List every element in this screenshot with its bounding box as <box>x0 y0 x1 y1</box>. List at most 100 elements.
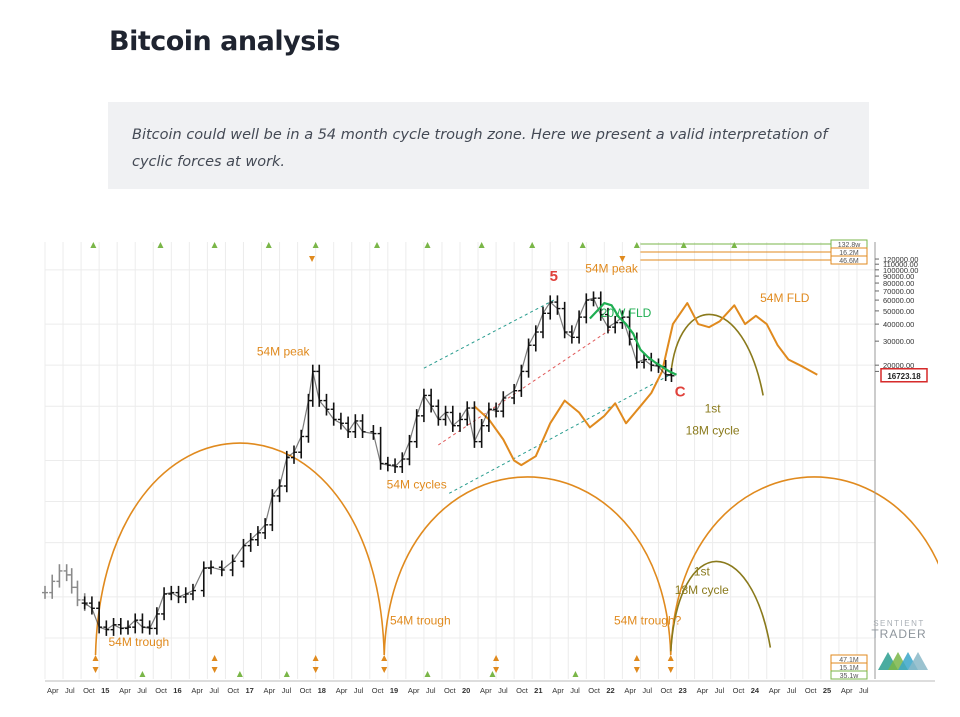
x-tick-label: Oct <box>372 686 385 695</box>
legend-box-bottom-label: 15.1M <box>839 665 859 672</box>
x-tick-label: Jul <box>65 686 75 695</box>
x-tick-label: Apr <box>264 686 276 695</box>
x-tick-label: Apr <box>769 686 781 695</box>
x-tick-label: 21 <box>534 686 542 695</box>
annotation-label: 20W FLD <box>601 306 652 320</box>
annotation-label: 1st <box>694 564 711 578</box>
sentient-trader-logo: SENTIENT TRADER <box>871 619 928 670</box>
y-axis: 120000.00110000.00100000.0090000.0080000… <box>874 242 928 679</box>
marker-top-green <box>312 242 319 248</box>
annotation-label: 54M peak <box>585 261 639 275</box>
annotation-label: 54M cycles <box>387 477 447 491</box>
x-tick-label: Jul <box>715 686 725 695</box>
channel-upper-line <box>423 299 555 369</box>
marker-bottom-orange <box>493 655 500 673</box>
x-tick-label: Apr <box>552 686 564 695</box>
legend-box-top-label: 46.6M <box>839 258 859 265</box>
x-tick-label: Apr <box>697 686 709 695</box>
marker-top-green <box>478 242 485 248</box>
current-price-box <box>880 368 928 383</box>
marker-top-green <box>374 242 380 248</box>
legend-box-bottom-label: 47.1M <box>839 657 859 664</box>
marker-top-green <box>731 242 738 248</box>
annotation-label: 18M cycle <box>686 424 740 438</box>
logo-text-top: SENTIENT <box>873 619 925 628</box>
x-tick-label: Apr <box>119 686 131 695</box>
current-price-label: 16723.18 <box>887 372 921 381</box>
legend-box-top-label: 132.8w <box>838 242 862 249</box>
cycle-54m-arc-2 <box>669 476 938 656</box>
x-tick-label: Oct <box>227 686 240 695</box>
channel-middle-line <box>438 328 612 446</box>
x-tick-label: Oct <box>660 686 673 695</box>
annotation-label: 54M peak <box>257 345 311 359</box>
x-tick-label: Apr <box>47 686 59 695</box>
y-tick-label: 40000.00 <box>883 320 914 329</box>
annotation-label: 54M trough <box>108 635 169 649</box>
marker-bottom-orange <box>667 655 674 673</box>
x-tick-label: Oct <box>516 686 529 695</box>
marker-top-green <box>680 242 687 248</box>
x-tick-label: Apr <box>624 686 636 695</box>
y-tick-label: 20000.00 <box>883 361 914 370</box>
x-tick-label: Oct <box>588 686 601 695</box>
annotation-label: C <box>675 383 686 400</box>
marker-bottom-green <box>236 671 243 677</box>
x-tick-label: Apr <box>336 686 348 695</box>
legend-box-top-label: 16.2M <box>839 250 859 257</box>
channel-lower-line <box>448 370 677 494</box>
x-tick-label: Apr <box>408 686 420 695</box>
x-axis: Apr Jul Oct 15 Apr Jul Oct 16 Apr Jul Oct 17 Apr Jul O… <box>45 680 935 695</box>
x-tick-label: Jul <box>209 686 219 695</box>
marker-top-green <box>90 242 97 248</box>
x-tick-label: Jul <box>787 686 797 695</box>
marker-top-green <box>633 242 640 248</box>
y-tick-label: 90000.00 <box>883 272 914 281</box>
y-tick-label: 120000.00 <box>883 255 918 264</box>
cycle-54m-arc-1 <box>383 476 672 656</box>
x-tick-label: Jul <box>137 686 147 695</box>
price-line <box>84 297 672 631</box>
annotation-label: 5 <box>550 268 558 285</box>
marker-top-orange <box>309 256 316 262</box>
annotation-label: 18M cycle <box>675 583 729 597</box>
x-tick-label: Oct <box>444 686 457 695</box>
x-tick-label: 18 <box>318 686 326 695</box>
y-tick-label: 60000.00 <box>883 296 914 305</box>
cycle-markers <box>90 242 738 677</box>
x-tick-label: Jul <box>282 686 292 695</box>
x-tick-label: Oct <box>805 686 818 695</box>
logo-triangle <box>908 652 928 670</box>
fld-54m-line <box>473 302 818 467</box>
marker-bottom-orange <box>312 655 319 673</box>
x-tick-label: 19 <box>390 686 398 695</box>
legend-box-bottom <box>830 670 868 680</box>
annotation-label: 54M trough? <box>614 614 682 628</box>
x-tick-label: Oct <box>300 686 313 695</box>
marker-bottom-green <box>139 671 146 677</box>
chart-grid <box>44 242 875 679</box>
annotation-label: 54M trough <box>390 614 451 628</box>
page-title: Bitcoin analysis <box>109 26 341 57</box>
x-tick-label: 24 <box>751 686 760 695</box>
marker-top-green <box>157 242 164 248</box>
x-tick-label: Jul <box>498 686 508 695</box>
x-tick-label: Jul <box>642 686 652 695</box>
cycle-54m-arc-0 <box>94 442 386 656</box>
y-tick-label: 70000.00 <box>883 287 914 296</box>
x-tick-label: Oct <box>83 686 96 695</box>
marker-top-green <box>424 242 431 248</box>
marker-bottom-orange <box>211 655 218 673</box>
marker-bottom-green <box>572 671 579 677</box>
y-tick-label: 80000.00 <box>883 279 914 288</box>
x-tick-label: Apr <box>480 686 492 695</box>
marker-bottom-orange <box>92 655 99 673</box>
annotation-label: 54M FLD <box>760 291 810 305</box>
logo-text-bottom: TRADER <box>871 627 926 641</box>
x-tick-label: Oct <box>155 686 168 695</box>
marker-bottom-orange <box>633 655 640 673</box>
x-tick-label: 23 <box>679 686 687 695</box>
bitcoin-cycle-chart: 54M peak 54M peak 5 C 20W FLD 54M FLD 54M cycl… <box>42 239 938 695</box>
x-tick-label: Apr <box>191 686 203 695</box>
